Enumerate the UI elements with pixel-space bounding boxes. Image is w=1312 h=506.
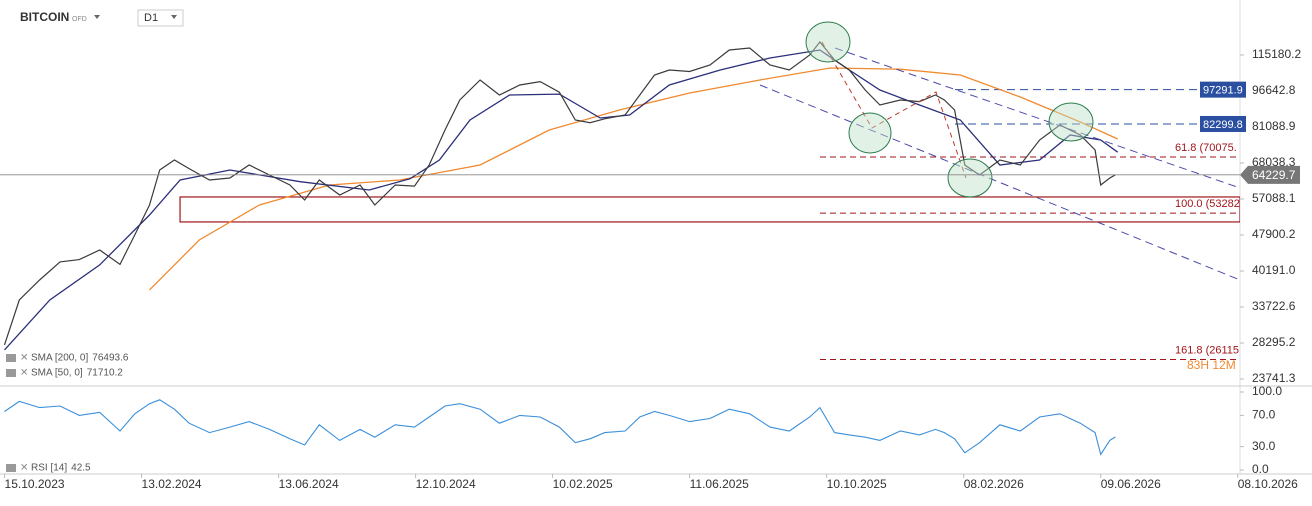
y-tick-label: 57088.1 [1252,191,1296,205]
legend-name: RSI [14] [31,463,67,474]
legend-close[interactable]: ✕ [20,463,28,474]
y-tick-label: 68038.3 [1252,155,1296,169]
x-tick-label: 11.06.2025 [690,477,749,491]
legend-close[interactable]: ✕ [20,353,28,364]
highlight-circle [848,112,892,154]
dropdown-arrow[interactable] [94,15,100,19]
y-tick-label: 115180.2 [1252,47,1301,61]
fib-label: 61.8 (70075. [1175,142,1237,154]
timeframe-select[interactable] [137,9,184,27]
x-tick-label: 12.10.2024 [416,477,476,491]
rsi-tick-label: 0.0 [1252,462,1269,476]
x-tick-label: 10.10.2025 [827,477,887,491]
trend-line [834,47,1240,189]
y-tick-label: 40191.0 [1252,263,1296,277]
legend-icon [6,354,16,362]
rsi-area [4,399,1116,456]
y-tick-label: 47900.2 [1252,227,1296,241]
current-price-tag [1240,165,1300,184]
symbol[interactable]: BITCOIN [20,10,69,24]
level-label: 82299.8 [1203,119,1243,131]
timeframe[interactable]: D1 [144,12,158,24]
support-zone [179,196,1240,223]
dropdown-arrow[interactable] [171,15,177,19]
legend-icon [6,464,16,472]
fib-label: 161.8 (26115. [1175,344,1242,356]
x-tick-label: 15.10.2023 [5,477,65,491]
highlight-circle [805,21,851,63]
highlight-circle [1048,102,1094,142]
wave-line [821,41,967,179]
y-tick-label: 23741.3 [1252,371,1296,385]
x-tick-label: 13.06.2024 [279,477,339,491]
current-price-label: 64229.7 [1252,168,1296,182]
drawings [759,21,1240,281]
countdown: 83H 12M [1187,358,1236,372]
level-tag [1200,115,1246,132]
level-tag [1200,81,1246,98]
x-tick-label: 08.02.2026 [964,477,1024,491]
rsi-tick-label: 100.0 [1252,384,1282,398]
legend-value: 42.5 [71,463,91,474]
rsi-tick-label: 30.0 [1252,439,1276,453]
y-tick-label: 28295.2 [1252,335,1296,349]
y-tick-label: 96642.8 [1252,83,1296,97]
y-tick-label: 33722.6 [1252,299,1296,313]
legend-name: SMA [200, 0] [31,353,88,364]
level-label: 97291.9 [1203,85,1243,97]
legend-name: SMA [50, 0] [31,368,83,379]
fib-label: 100.0 (53282. [1175,198,1243,210]
sma-line [149,67,1118,291]
symbol-source: OFD [72,16,87,23]
trend-line [759,84,1240,281]
legend-close[interactable]: ✕ [20,368,28,379]
price-line [3,41,1116,346]
highlight-circle [947,158,993,198]
x-tick-label: 08.10.2026 [1238,477,1298,491]
x-tick-label: 13.02.2024 [142,477,202,491]
x-tick-label: 09.06.2026 [1101,477,1161,491]
legend-icon [6,369,16,377]
rsi-line [4,399,1116,456]
legend-value: 76493.6 [92,353,129,364]
legend-value: 71710.2 [87,368,124,379]
rsi-tick-label: 70.0 [1252,408,1276,422]
x-tick-label: 10.02.2025 [553,477,613,491]
y-tick-label: 81088.9 [1252,119,1296,133]
